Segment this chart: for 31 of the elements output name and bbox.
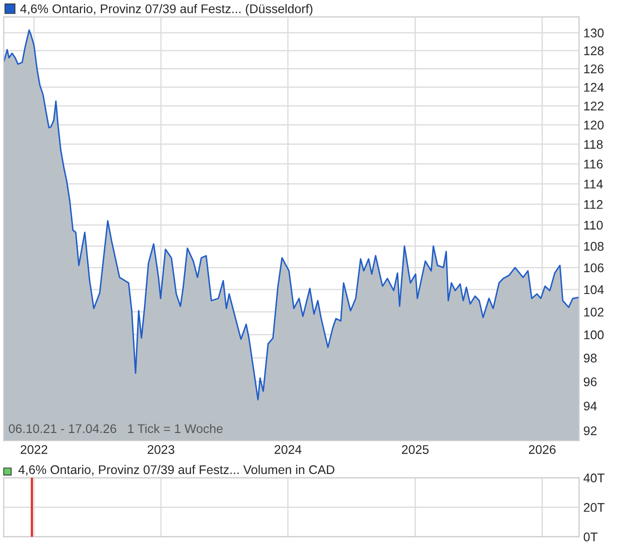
y-tick-label: 104: [584, 285, 604, 294]
x-tick-label: 2022: [20, 445, 48, 454]
y-tick-label: 94: [584, 402, 597, 410]
y-tick-label: 106: [584, 263, 604, 272]
y-tick-label: 114: [584, 180, 603, 188]
y-tick-label: 122: [584, 102, 604, 110]
y-tick-label: 20T: [584, 503, 604, 512]
y-tick-label: 118: [584, 140, 603, 149]
y-tick-label: 130: [584, 28, 604, 38]
y-tick-label: 120: [584, 120, 604, 130]
y-tick-label: 92: [584, 426, 597, 436]
chart-title: 4,6% Ontario, Provinz 07/39 auf Festz... Volumen in CAD: [18, 464, 334, 476]
y-tick-label: 128: [584, 46, 604, 56]
y-tick-label: 102: [584, 308, 604, 316]
y-tick-label: 124: [584, 82, 604, 92]
annotation: 06.10.21 - 17.04.26 1 Tick = 1 Woche: [8, 424, 223, 434]
y-tick-label: 0T: [584, 532, 598, 542]
x-tick-label: 2026: [528, 445, 556, 454]
y-tick-label: 110: [584, 220, 603, 230]
y-tick-label: 40T: [584, 474, 604, 482]
y-tick-label: 100: [584, 330, 604, 340]
y-tick-label: 108: [584, 242, 604, 251]
y-tick-label: 126: [584, 64, 604, 74]
x-tick-label: 2024: [274, 445, 302, 454]
x-tick-label: 2023: [148, 445, 174, 454]
y-tick-label: 112: [584, 200, 603, 209]
y-tick-label: 116: [584, 160, 603, 169]
y-tick-label: 98: [584, 354, 597, 363]
x-tick-label: 2025: [402, 445, 429, 454]
y-tick-label: 96: [584, 377, 597, 386]
legend-label: 4,6% Ontario, Provinz 07/39 auf Festz... (Düsseldorf): [20, 4, 312, 16]
